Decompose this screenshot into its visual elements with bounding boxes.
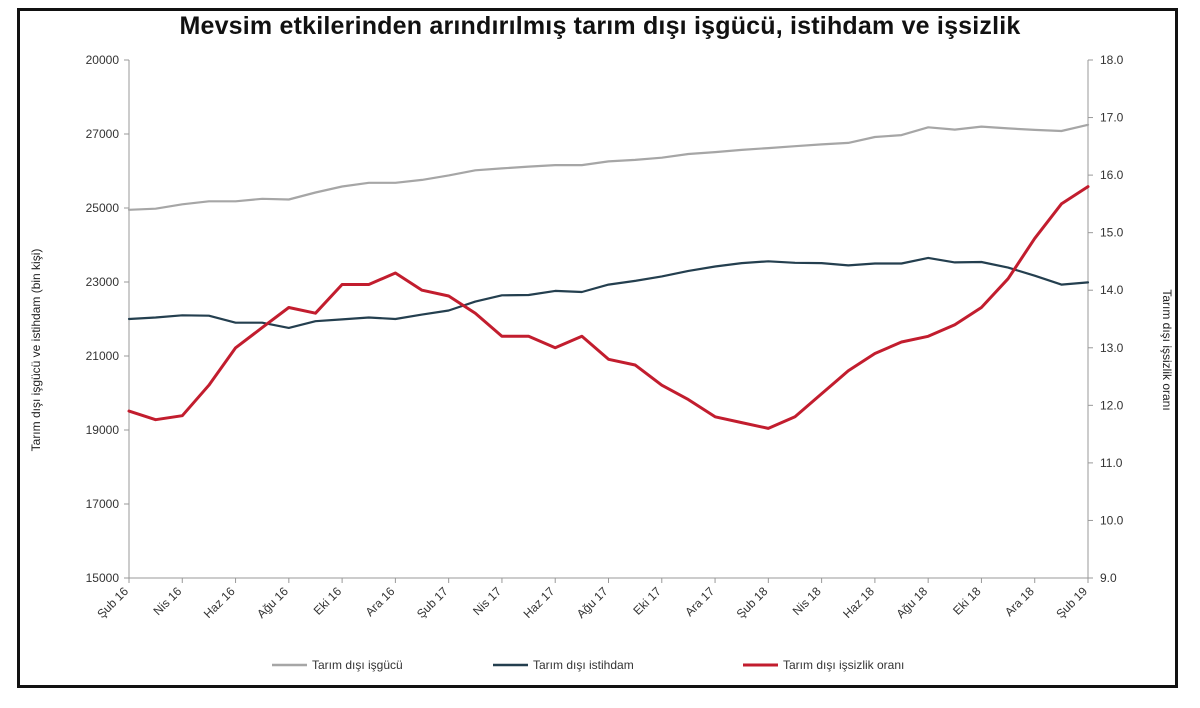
right-tick-label: 16.0 bbox=[1100, 168, 1124, 182]
y-axis-label-right: Tarım dışı işsizlik oranı bbox=[1160, 289, 1174, 410]
x-tick-label: Ara 18 bbox=[1002, 584, 1037, 619]
right-tick-label: 15.0 bbox=[1100, 226, 1124, 240]
right-tick-label: 13.0 bbox=[1100, 341, 1124, 355]
chart-title: Mevsim etkilerinden arındırılmış tarım d… bbox=[179, 12, 1021, 40]
right-tick-label: 12.0 bbox=[1100, 398, 1124, 412]
left-tick-label: 27000 bbox=[86, 127, 120, 141]
x-tick-label: Ara 16 bbox=[363, 584, 398, 619]
x-tick-label: Eki 16 bbox=[311, 584, 345, 618]
x-axis-ticks: Şub 16 Nis 16 Haz 16 Ağu 16 Eki 16 Ara 16 Şub … bbox=[94, 578, 1090, 621]
x-tick-label: Şub 17 bbox=[414, 584, 451, 621]
left-tick-label: 17000 bbox=[86, 497, 120, 511]
right-tick-label: 14.0 bbox=[1100, 283, 1124, 297]
legend: Tarım dışı işgücü Tarım dışı istihdam Tarı… bbox=[272, 658, 904, 672]
left-tick-label: 25000 bbox=[86, 201, 120, 215]
x-tick-label: Nis 18 bbox=[790, 584, 824, 618]
series-line-tarim-disi-istihdam bbox=[127, 256, 1090, 329]
x-tick-label: Haz 16 bbox=[201, 584, 238, 621]
left-tick-label: 15000 bbox=[86, 571, 120, 585]
x-tick-label: Nis 16 bbox=[150, 584, 184, 618]
x-tick-label: Eki 17 bbox=[630, 584, 664, 618]
x-tick-label: Haz 18 bbox=[840, 584, 877, 621]
legend-label: Tarım dışı istihdam bbox=[533, 658, 634, 672]
right-axis-ticks: 18.0 17.0 16.0 15.0 14.0 13.0 12.0 11.0 10.0 9.0 bbox=[1088, 53, 1124, 585]
right-tick-label: 18.0 bbox=[1100, 53, 1124, 67]
right-tick-label: 10.0 bbox=[1100, 513, 1124, 527]
left-tick-label: 21000 bbox=[86, 349, 120, 363]
x-tick-label: Ağu 17 bbox=[574, 584, 611, 621]
x-tick-label: Haz 17 bbox=[521, 584, 558, 621]
x-tick-label: Eki 18 bbox=[950, 584, 984, 618]
legend-label: Tarım dışı işgücü bbox=[312, 658, 403, 672]
left-tick-label: 19000 bbox=[86, 423, 120, 437]
left-tick-label: 23000 bbox=[86, 275, 120, 289]
x-tick-label: Ağu 18 bbox=[893, 584, 930, 621]
y-axis-label-left: Tarım dışı işgücü ve istihdam (bin kişi) bbox=[29, 249, 43, 452]
series-line-tarim-disi-issizlik-orani bbox=[127, 185, 1090, 430]
right-tick-label: 11.0 bbox=[1100, 456, 1123, 470]
series-lines bbox=[127, 123, 1090, 430]
legend-label: Tarım dışı işsizlik oranı bbox=[783, 658, 904, 672]
right-tick-label: 9.0 bbox=[1100, 571, 1117, 585]
x-tick-label: Şub 16 bbox=[94, 584, 131, 621]
x-tick-label: Şub 19 bbox=[1053, 584, 1090, 621]
x-tick-label: Ağu 16 bbox=[254, 584, 291, 621]
left-tick-label: 20000 bbox=[86, 53, 120, 67]
x-tick-label: Nis 17 bbox=[470, 584, 504, 618]
x-tick-label: Şub 18 bbox=[734, 584, 771, 621]
right-tick-label: 17.0 bbox=[1100, 111, 1124, 125]
x-tick-label: Ara 17 bbox=[682, 584, 717, 619]
series-line-tarim-disi-isgucu bbox=[127, 123, 1090, 211]
left-axis-ticks: 20000 27000 25000 23000 21000 19000 17000 15000 bbox=[86, 53, 129, 585]
